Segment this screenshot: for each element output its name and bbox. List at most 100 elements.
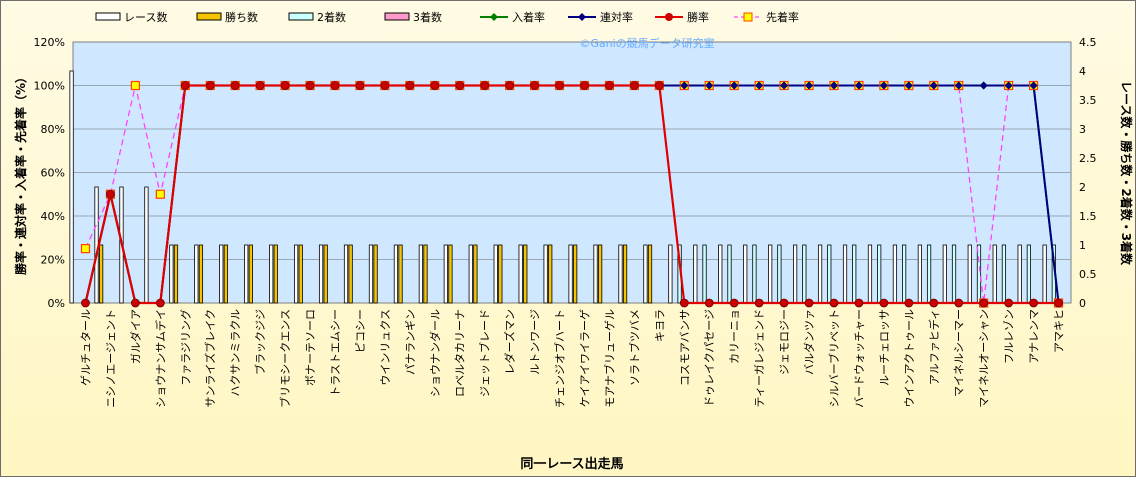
bar-勝ち数 [348, 244, 353, 304]
x-tick-label: ケイアイワイラーゲ [578, 309, 591, 407]
marker-連対率 [904, 81, 913, 90]
bar-レース数 [1042, 244, 1047, 304]
x-tick-label: マイネルオーシャン [978, 309, 991, 408]
bar-勝ち数 [248, 244, 253, 304]
left-tick-label: 20% [41, 254, 65, 267]
marker-連対率 [755, 81, 764, 90]
right-tick-label: 0 [1079, 297, 1086, 310]
bar-勝ち数 [273, 244, 278, 304]
x-tick-label: アマキヒ [1053, 309, 1066, 353]
right-tick-label: 3 [1079, 123, 1086, 136]
bar-レース数 [867, 244, 873, 304]
legend-label: 入着率 [512, 10, 545, 24]
right-tick-label: 2.5 [1079, 152, 1097, 165]
marker-勝率 [754, 298, 764, 308]
marker-連対率 [929, 81, 938, 90]
left-tick-label: 120% [34, 36, 65, 49]
legend-marker [578, 13, 586, 21]
x-tick-label: カリーニョ [728, 309, 741, 364]
x-tick-label: ショウナンサムデイ [153, 309, 167, 408]
marker-勝率 [979, 298, 989, 308]
marker-勝率 [1004, 298, 1014, 308]
x-tick-label: アルファヒディ [927, 309, 941, 385]
x-tick-label: コスモアバンサ [678, 309, 691, 386]
bar-レース数 [219, 244, 224, 304]
left-tick-label: 60% [41, 167, 65, 180]
bar-勝ち数 [99, 244, 104, 304]
bar-レース数 [318, 244, 324, 304]
bar-2着数 [1026, 244, 1031, 304]
bar-レース数 [718, 244, 723, 304]
x-tick-label: パナランギン [404, 309, 417, 375]
marker-勝率 [430, 81, 440, 90]
marker-勝率 [330, 81, 340, 90]
x-tick-label: ソラトブツバメ [627, 309, 641, 386]
marker-勝率 [280, 81, 290, 90]
x-axis-tick-labels: ゲルチュタール ニシノエージェント ガルダイア ショウナンサムデイ ファラジリング サンラ… [79, 309, 1065, 408]
legend-swatch [288, 12, 314, 21]
x-tick-label: ニシノエージェント [104, 309, 117, 408]
bar-レース数 [768, 244, 773, 304]
legend-label: 連対率 [600, 10, 633, 24]
marker-連対率 [1004, 81, 1013, 90]
x-tick-label: ファラジリング [178, 309, 192, 386]
left-tick-label: 40% [41, 210, 65, 223]
bar-レース数 [917, 244, 922, 304]
bar-レース数 [743, 244, 748, 304]
marker-勝率 [580, 81, 589, 90]
marker-連対率 [780, 81, 789, 90]
x-tick-label: シルバーブリベット [827, 309, 841, 407]
bar-2着数 [752, 244, 757, 304]
marker-連対率 [879, 81, 888, 90]
bar-レース数 [942, 244, 947, 304]
marker-勝率 [81, 298, 90, 308]
bar-レース数 [343, 244, 349, 304]
bar-勝ち数 [473, 244, 478, 304]
legend-label: 勝率 [687, 10, 709, 24]
bar-勝ち数 [548, 244, 553, 304]
bar-勝ち数 [298, 244, 303, 304]
bar-レース数 [493, 244, 498, 304]
bar-2着数 [802, 244, 807, 304]
x-tick-label: ピコシー [354, 309, 367, 353]
marker-連対率 [730, 81, 739, 90]
y-axis-left-label: 勝率・連対率・入着率・先着率（%） [13, 71, 28, 275]
marker-勝率 [679, 298, 689, 308]
x-tick-label: トラストエムシー [329, 309, 342, 397]
marker-勝率 [555, 81, 564, 90]
bar-2着数 [852, 244, 857, 304]
marker-勝率 [305, 81, 315, 90]
marker-連対率 [854, 81, 863, 90]
x-tick-label: サンライズブレイク [203, 309, 217, 407]
bar-2着数 [702, 244, 707, 304]
x-tick-label: ジェモロジー [778, 309, 791, 375]
bar-レース数 [294, 244, 299, 304]
right-tick-label: 4 [1079, 65, 1086, 78]
bar-勝ち数 [398, 244, 403, 304]
x-tick-label: バードウォッチャー [853, 309, 866, 408]
bar-レース数 [668, 244, 673, 304]
left-axis-ticks: 0% 20% 40% 60% 80% 100% 120% [34, 36, 65, 310]
marker-勝率 [929, 298, 939, 308]
bar-勝ち数 [598, 244, 603, 304]
marker-勝率 [1054, 298, 1063, 308]
legend-swatch [196, 12, 222, 21]
marker-連対率 [829, 81, 838, 90]
bar-レース数 [593, 244, 598, 304]
bar-レース数 [169, 244, 174, 304]
marker-勝率 [704, 298, 714, 308]
marker-勝率 [180, 81, 190, 90]
series-lines [84, 84, 1060, 305]
bar-2着数 [827, 244, 832, 304]
legend-label: 先着率 [766, 10, 799, 24]
bar-2着数 [1001, 244, 1007, 304]
marker-勝率 [380, 81, 390, 90]
marker-勝率 [480, 81, 490, 90]
x-tick-label: ウインアクトゥール [903, 309, 916, 407]
legend-label: 勝ち数 [225, 10, 258, 24]
bar-レース数 [967, 244, 972, 304]
x-tick-label: ガルダイア [128, 309, 142, 364]
right-axis-ticks: 0 0.5 1 1.5 2 2.5 3 3.5 4 4.5 [1079, 36, 1097, 310]
legend-marker [490, 13, 498, 21]
